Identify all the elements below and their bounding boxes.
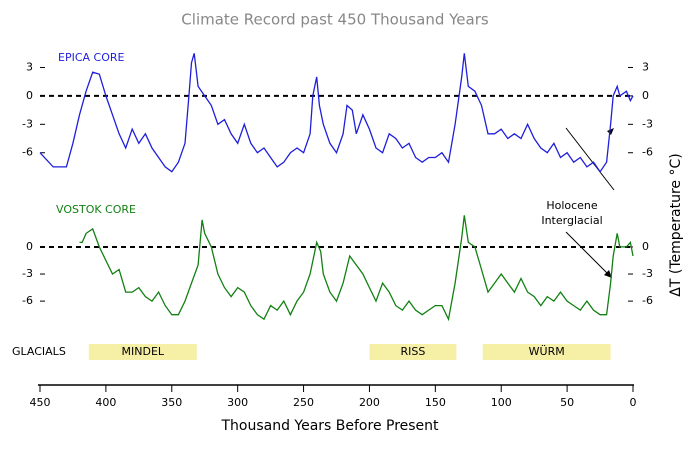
y-tick-label-right: 0 bbox=[642, 240, 649, 253]
legend-label: EPICA CORE bbox=[58, 51, 125, 64]
x-tick-label: 100 bbox=[491, 396, 512, 409]
chart-title: Climate Record past 450 Thousand Years bbox=[181, 11, 489, 29]
glacial-label: MINDEL bbox=[122, 345, 165, 358]
y-tick-label: 0 bbox=[26, 89, 33, 102]
glacial-band bbox=[369, 344, 457, 360]
y-tick-label: 0 bbox=[26, 240, 33, 253]
arrow bbox=[565, 127, 615, 191]
glacial-band bbox=[88, 344, 197, 360]
y-tick-label-right: -3 bbox=[642, 267, 653, 280]
glacial-band bbox=[482, 344, 611, 360]
x-tick-label: 250 bbox=[293, 396, 314, 409]
x-tick-label: 150 bbox=[425, 396, 446, 409]
y-tick-label: -3 bbox=[22, 267, 33, 280]
y-tick-label-right: 0 bbox=[642, 89, 649, 102]
y-tick-label-right: 3 bbox=[642, 60, 649, 73]
series-line bbox=[79, 215, 634, 322]
x-tick-label: 200 bbox=[359, 396, 380, 409]
annotation: Holocene bbox=[546, 199, 598, 212]
glacial-label: RISS bbox=[401, 345, 426, 358]
y-tick-label: -3 bbox=[22, 117, 33, 130]
y-tick-label: 3 bbox=[26, 60, 33, 73]
y-tick-label-right: -6 bbox=[642, 294, 653, 307]
x-axis-label: Thousand Years Before Present bbox=[220, 418, 439, 434]
x-tick-label: 300 bbox=[227, 396, 248, 409]
annotation: Interglacial bbox=[541, 214, 602, 227]
x-tick-label: 0 bbox=[630, 396, 637, 409]
bands-label: GLACIALS bbox=[12, 345, 66, 358]
arrow bbox=[565, 231, 611, 277]
y-tick-label: -6 bbox=[22, 294, 33, 307]
y-axis-label: ΔT (Temperature °C) bbox=[668, 153, 684, 296]
x-tick-label: 350 bbox=[161, 396, 182, 409]
x-tick-label: 50 bbox=[560, 396, 574, 409]
x-tick-label: 450 bbox=[30, 396, 51, 409]
series-line bbox=[39, 53, 634, 173]
y-tick-label-right: -6 bbox=[642, 146, 653, 159]
arrow-head bbox=[604, 270, 612, 278]
glacial-label: WÜRM bbox=[529, 345, 565, 358]
legend-label: VOSTOK CORE bbox=[56, 203, 136, 216]
x-tick-label: 400 bbox=[95, 396, 116, 409]
y-tick-label-right: -3 bbox=[642, 117, 653, 130]
arrow-head bbox=[607, 128, 614, 135]
y-tick-label: -6 bbox=[22, 146, 33, 159]
